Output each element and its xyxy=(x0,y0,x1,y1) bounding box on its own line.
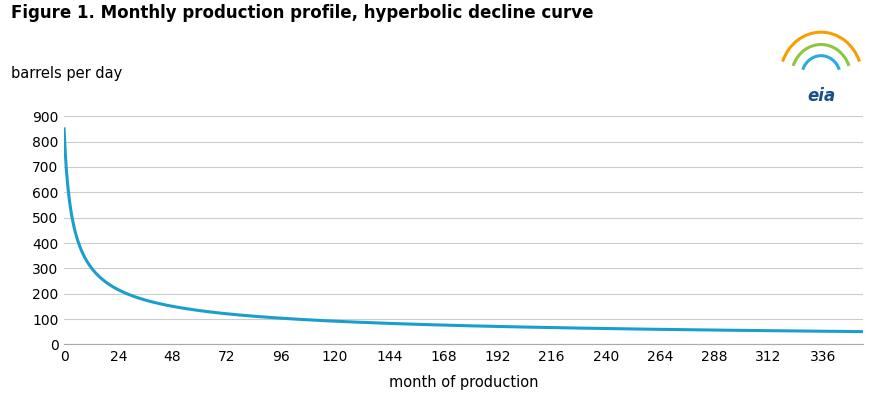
Text: barrels per day: barrels per day xyxy=(11,66,122,81)
Text: eia: eia xyxy=(807,87,835,105)
Text: Figure 1. Monthly production profile, hyperbolic decline curve: Figure 1. Monthly production profile, hy… xyxy=(11,4,593,22)
X-axis label: month of production: month of production xyxy=(389,375,538,390)
